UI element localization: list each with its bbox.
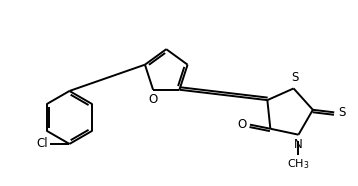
Text: Cl: Cl bbox=[37, 137, 48, 150]
Text: N: N bbox=[294, 138, 303, 151]
Text: S: S bbox=[338, 106, 345, 119]
Text: O: O bbox=[237, 118, 246, 131]
Text: CH$_3$: CH$_3$ bbox=[287, 158, 310, 171]
Text: S: S bbox=[291, 71, 299, 84]
Text: O: O bbox=[149, 93, 158, 106]
